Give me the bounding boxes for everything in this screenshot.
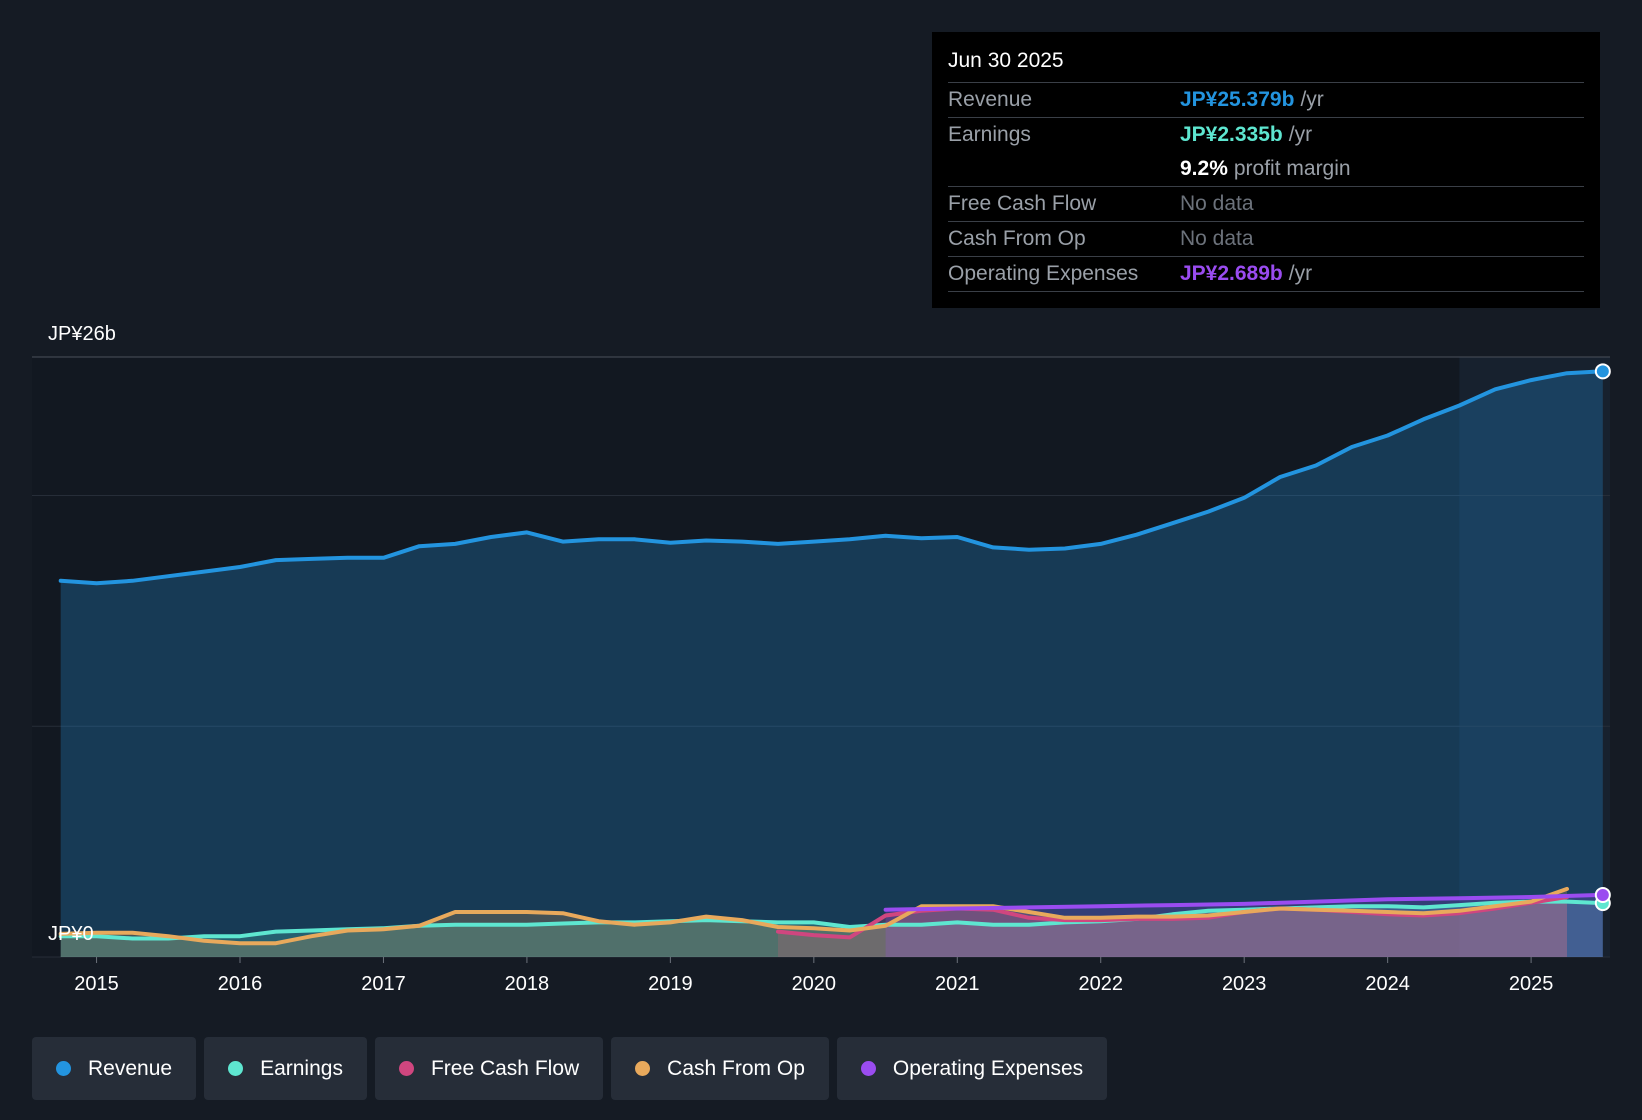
tooltip-row-value: No data <box>1180 192 1254 215</box>
operating-expenses-end-point <box>1594 886 1611 903</box>
x-tick-label: 2025 <box>1509 973 1554 995</box>
legend-item-label: Operating Expenses <box>892 1056 1084 1080</box>
x-tick-label: 2019 <box>648 973 693 995</box>
legend-dot-icon <box>56 1061 71 1076</box>
x-tick-label: 2022 <box>1078 973 1123 995</box>
x-tick-label: 2018 <box>505 973 550 995</box>
legend-item-label: Revenue <box>88 1056 173 1080</box>
forecast-region <box>1459 357 1610 957</box>
tooltip-row-value: JP¥25.379b <box>1180 88 1295 111</box>
legend-item-earnings[interactable]: Earnings <box>204 1037 367 1100</box>
tooltip-row-label: Cash From Op <box>948 227 1086 250</box>
x-axis-ticks: 2015 2016 2017 2018 2019 2020 2021 2022 2023 2024… <box>74 957 1553 995</box>
x-tick-label: 2017 <box>361 973 406 995</box>
tooltip-row-unit: profit margin <box>1233 157 1351 180</box>
legend-item-label: Earnings <box>260 1056 343 1080</box>
tooltip-row-value: 9.2% <box>1180 157 1228 180</box>
tooltip-row-value: JP¥2.689b <box>1180 262 1283 285</box>
y-axis-top-label: JP¥26b <box>48 323 116 345</box>
tooltip-row: Operating Expenses JP¥2.689b/yr <box>948 257 1584 292</box>
operating-expenses-area <box>885 894 1603 957</box>
tooltip-row-label: Earnings <box>948 123 1031 146</box>
series-end-markers <box>1594 363 1611 912</box>
tooltip-row-value: JP¥2.335b <box>1180 123 1283 146</box>
x-tick-label: 2015 <box>74 973 119 995</box>
tooltip-date: Jun 30 2025 <box>948 46 1584 83</box>
x-tick-label: 2023 <box>1222 973 1267 995</box>
tooltip-row-unit: /yr <box>1300 88 1324 111</box>
tooltip-row: 9.2% profit margin <box>948 152 1584 187</box>
cash-from-op-area <box>60 888 1568 957</box>
tooltip-rows: Revenue JP¥25.379b/yr Earnings JP¥2.335b/yr… <box>948 83 1584 292</box>
x-tick-label: 2020 <box>792 973 837 995</box>
tooltip-row: Free Cash Flow No data <box>948 187 1584 222</box>
x-tick-label: 2021 <box>935 973 980 995</box>
series-lines <box>58 369 1605 946</box>
legend-item-label: Cash From Op <box>667 1056 805 1080</box>
tooltip-row-label: Revenue <box>948 88 1033 111</box>
revenue-area <box>60 371 1603 957</box>
tooltip-panel: Jun 30 2025 Revenue JP¥25.379b/yr Earnings… <box>932 32 1600 308</box>
legend: Revenue Earnings Free Cash Flow Cash From O… <box>32 1037 1108 1100</box>
gridlines <box>32 356 1610 958</box>
free-cash-flow-area <box>778 897 1567 957</box>
tooltip-row-value: No data <box>1180 227 1254 250</box>
tooltip-row: Earnings JP¥2.335b/yr <box>948 118 1584 152</box>
legend-dot-icon <box>228 1061 244 1076</box>
y-axis-bottom-label: JP¥0 <box>48 923 94 945</box>
revenue-line <box>58 369 1605 586</box>
tooltip-row-label: Free Cash Flow <box>948 192 1097 215</box>
earnings-line <box>58 899 1605 941</box>
cash-from-op-line <box>58 886 1569 946</box>
legend-dot-icon <box>398 1061 414 1076</box>
operating-expenses-line <box>883 892 1605 912</box>
legend-item-label: Free Cash Flow <box>430 1056 580 1080</box>
legend-dot-icon <box>635 1061 651 1076</box>
tooltip-row-unit: /yr <box>1288 123 1313 146</box>
legend-item-revenue[interactable]: Revenue <box>32 1037 197 1100</box>
tooltip-row-label: Operating Expenses <box>948 262 1139 285</box>
revenue-end-point <box>1594 363 1611 380</box>
tooltip-row: Cash From Op No data <box>948 222 1584 257</box>
x-tick-label: 2016 <box>218 973 263 995</box>
legend-item-free-cash-flow[interactable]: Free Cash Flow <box>374 1037 604 1100</box>
tooltip-row: Revenue JP¥25.379b/yr <box>948 83 1584 118</box>
plot-background <box>32 357 1610 957</box>
legend-item-cash-from-op[interactable]: Cash From Op <box>611 1037 829 1100</box>
tooltip-row-unit: /yr <box>1288 262 1313 285</box>
tooltip-row-label <box>948 152 1180 186</box>
x-tick-label: 2024 <box>1365 973 1410 995</box>
legend-dot-icon <box>860 1061 876 1076</box>
legend-item-operating-expenses[interactable]: Operating Expenses <box>836 1037 1108 1100</box>
